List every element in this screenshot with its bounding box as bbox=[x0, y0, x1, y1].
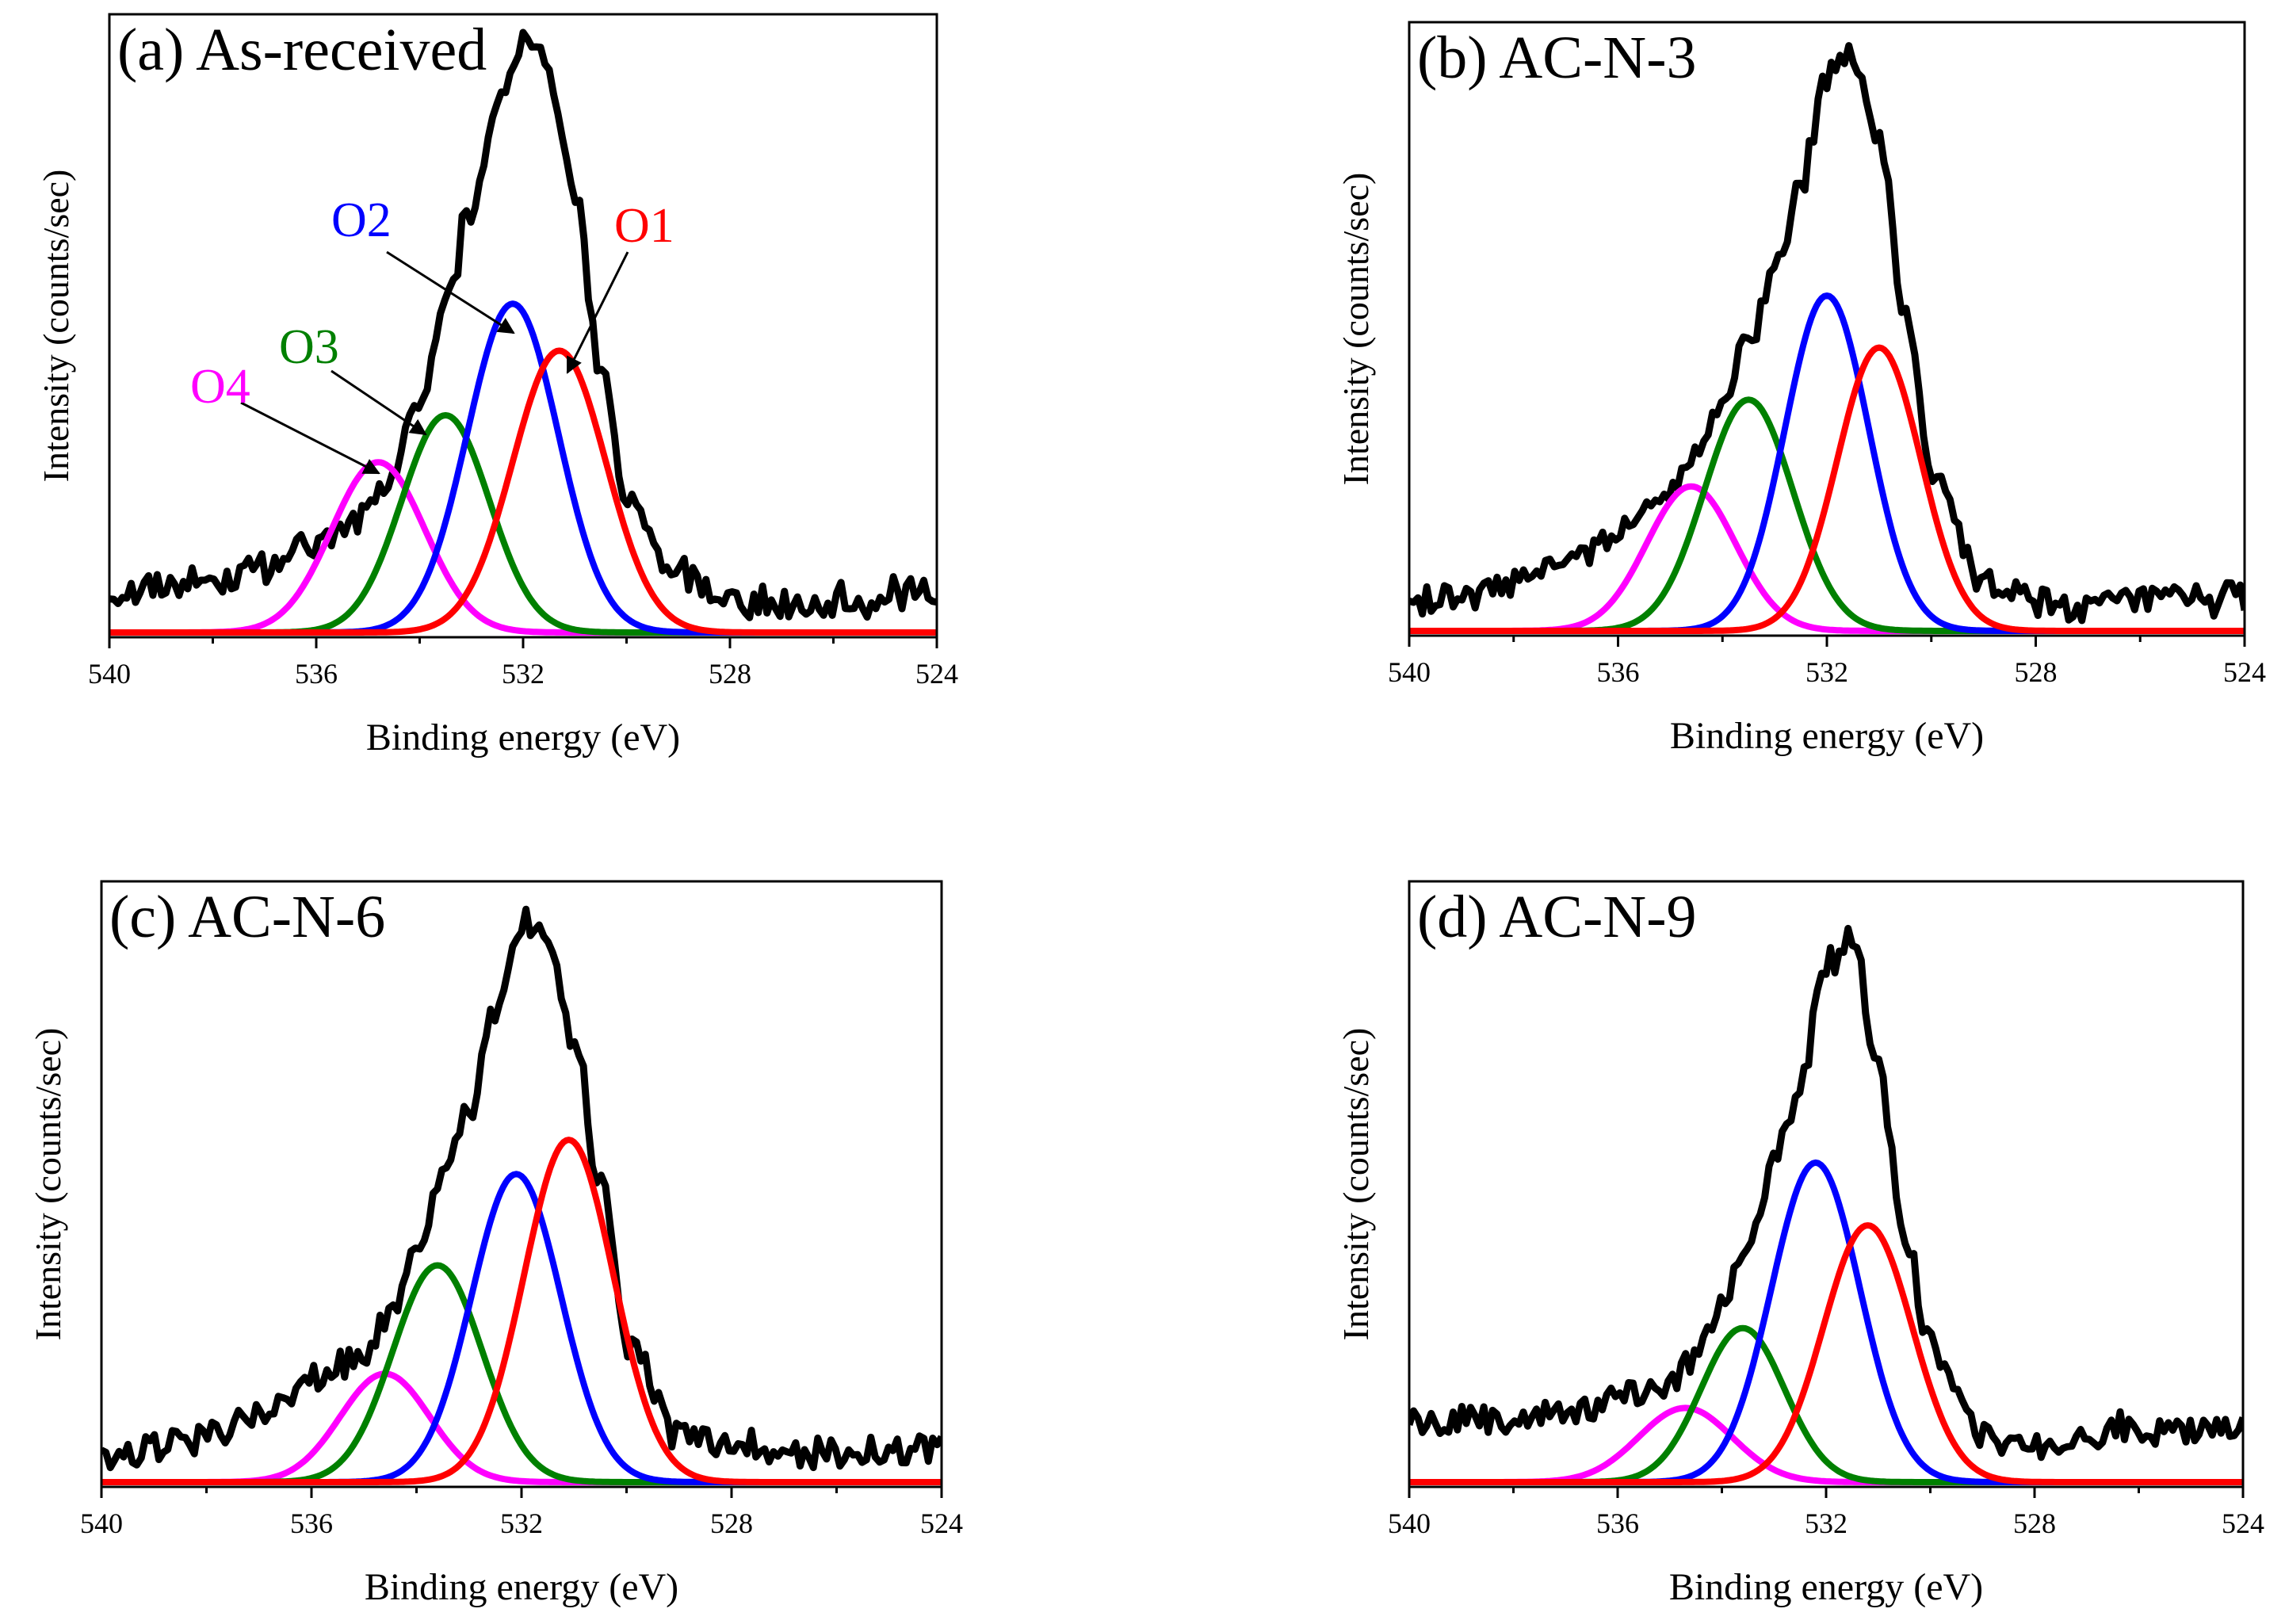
y-axis-label: Intensity (counts/sec) bbox=[36, 170, 76, 483]
x-tick-label: 536 bbox=[290, 1507, 333, 1539]
y-axis-label: Intensity (counts/sec) bbox=[28, 1028, 68, 1341]
x-tick-label: 540 bbox=[1388, 656, 1431, 688]
annotation-label-o2: O2 bbox=[331, 193, 392, 247]
x-axis-label: Binding energy (eV) bbox=[366, 716, 680, 759]
x-tick-label: 532 bbox=[500, 1507, 543, 1539]
plot-area bbox=[101, 905, 942, 1485]
raw-spectrum-line bbox=[1409, 924, 2243, 1462]
panel-label: (b) AC-N-3 bbox=[1417, 25, 1697, 91]
x-tick-label: 528 bbox=[710, 1507, 753, 1539]
annotation-label-o4: O4 bbox=[190, 360, 250, 414]
chart-panel-3: 540 536 532 528 524 Binding energy (eV) Intens… bbox=[1335, 880, 2264, 1608]
annotation-arrow-o2 bbox=[386, 250, 515, 334]
x-tick-label: 528 bbox=[2013, 1507, 2056, 1539]
x-axis-label: Binding energy (eV) bbox=[1669, 1566, 1983, 1608]
chart-panel-2: 540 536 532 528 524 Binding energy (eV) Intens… bbox=[28, 880, 963, 1608]
annotation-arrow-o1 bbox=[566, 251, 629, 374]
annotation-arrow-o3 bbox=[331, 369, 427, 436]
x-tick-label: 532 bbox=[502, 658, 545, 690]
x-tick-label: 532 bbox=[1805, 656, 1848, 688]
fit-peak-o1 bbox=[1409, 344, 2245, 634]
x-tick-label: 524 bbox=[2223, 656, 2266, 688]
annotation-label-o1: O1 bbox=[614, 199, 674, 253]
fit-peak-o1 bbox=[109, 347, 937, 636]
panel-label: (a) As-received bbox=[117, 17, 487, 83]
plot-area bbox=[1409, 924, 2243, 1485]
x-tick-label: 536 bbox=[295, 658, 338, 690]
panel-label: (d) AC-N-9 bbox=[1417, 884, 1697, 950]
x-tick-label: 540 bbox=[88, 658, 131, 690]
x-tick-label: 524 bbox=[920, 1507, 963, 1539]
x-tick-label: 524 bbox=[2222, 1507, 2264, 1539]
y-axis-label: Intensity (counts/sec) bbox=[1335, 173, 1376, 486]
chart-panel-1: 540 536 532 528 524 Binding energy (eV) Intens… bbox=[1335, 21, 2266, 757]
x-tick-label: 528 bbox=[709, 658, 751, 690]
annotation-arrow-o4 bbox=[240, 401, 380, 475]
y-axis-label: Intensity (counts/sec) bbox=[1335, 1028, 1376, 1341]
fit-peak-o1 bbox=[1409, 1222, 2243, 1485]
x-tick-label: 532 bbox=[1805, 1507, 1847, 1539]
x-tick-label: 536 bbox=[1596, 1507, 1639, 1539]
x-axis-label: Binding energy (eV) bbox=[365, 1566, 678, 1608]
annotation-label-o3: O3 bbox=[279, 320, 339, 374]
x-axis-label: Binding energy (eV) bbox=[1670, 715, 1984, 757]
chart-panel-0: 540 536 532 528 524 Binding energy (eV) Intens… bbox=[36, 13, 958, 759]
raw-spectrum-line bbox=[109, 29, 937, 621]
raw-spectrum-line bbox=[1409, 42, 2245, 625]
x-tick-label: 528 bbox=[2015, 656, 2058, 688]
raw-spectrum-line bbox=[101, 905, 942, 1472]
x-tick-label: 536 bbox=[1597, 656, 1640, 688]
fit-peak-o1 bbox=[101, 1137, 942, 1485]
plot-area bbox=[109, 29, 937, 636]
plot-area bbox=[1409, 42, 2245, 634]
x-tick-label: 540 bbox=[80, 1507, 123, 1539]
panel-label: (c) AC-N-6 bbox=[109, 884, 385, 950]
x-tick-label: 524 bbox=[915, 658, 958, 690]
x-tick-label: 540 bbox=[1388, 1507, 1431, 1539]
